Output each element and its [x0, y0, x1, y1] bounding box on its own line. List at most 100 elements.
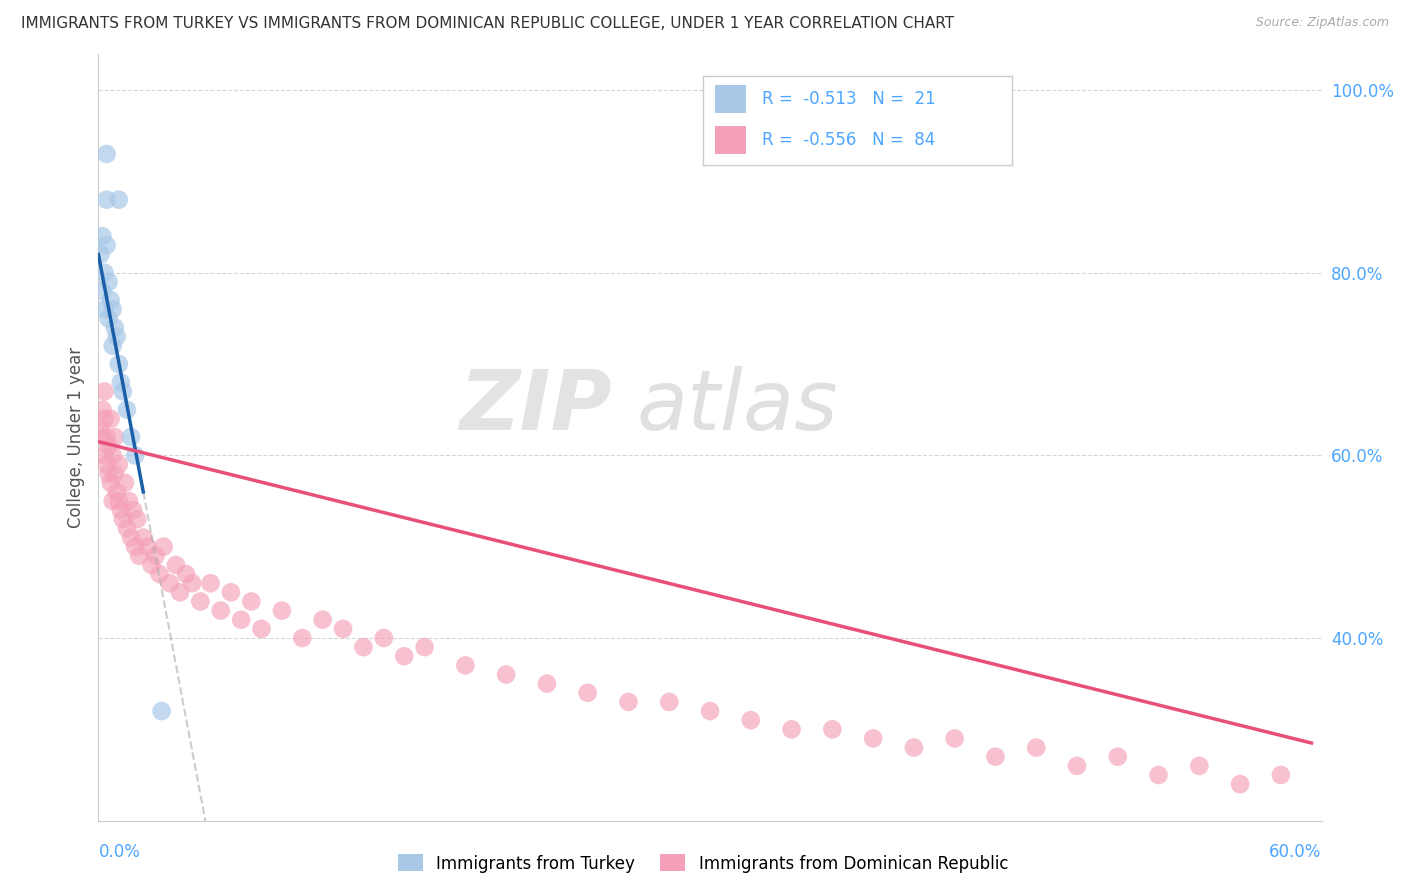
- Y-axis label: College, Under 1 year: College, Under 1 year: [66, 346, 84, 528]
- Point: [100, 293, 122, 307]
- Point: [108, 357, 131, 371]
- Point: [617, 695, 640, 709]
- Point: [105, 484, 128, 499]
- Point: [536, 676, 558, 690]
- Point: [91, 284, 114, 298]
- Point: [110, 503, 132, 517]
- Point: [740, 713, 762, 727]
- Point: [413, 640, 436, 654]
- Point: [104, 430, 127, 444]
- Point: [114, 475, 136, 490]
- Point: [658, 695, 681, 709]
- Point: [96, 193, 118, 207]
- Point: [93, 302, 115, 317]
- Text: Source: ZipAtlas.com: Source: ZipAtlas.com: [1256, 16, 1389, 29]
- Point: [108, 193, 131, 207]
- Point: [96, 458, 118, 472]
- Point: [495, 667, 517, 681]
- Point: [209, 604, 232, 618]
- Point: [91, 430, 114, 444]
- Point: [89, 421, 111, 435]
- Point: [181, 576, 204, 591]
- Point: [120, 430, 142, 444]
- Text: atlas: atlas: [637, 366, 838, 447]
- Point: [1107, 749, 1129, 764]
- Point: [454, 658, 477, 673]
- Point: [270, 604, 294, 618]
- Point: [821, 723, 844, 737]
- Point: [150, 704, 173, 718]
- Point: [149, 567, 172, 582]
- Point: [291, 631, 314, 645]
- Point: [1188, 759, 1211, 773]
- Point: [97, 467, 120, 481]
- Point: [145, 549, 167, 563]
- Point: [312, 613, 335, 627]
- Point: [93, 412, 115, 426]
- Point: [699, 704, 721, 718]
- Point: [97, 439, 120, 453]
- Point: [115, 402, 138, 417]
- Point: [174, 567, 197, 582]
- Point: [780, 723, 803, 737]
- Point: [110, 376, 132, 390]
- Legend: Immigrants from Turkey, Immigrants from Dominican Republic: Immigrants from Turkey, Immigrants from …: [391, 847, 1015, 880]
- Point: [96, 430, 118, 444]
- Point: [111, 512, 134, 526]
- Point: [111, 384, 134, 399]
- Point: [101, 302, 124, 317]
- Point: [105, 329, 128, 343]
- Point: [903, 740, 925, 755]
- Point: [1066, 759, 1088, 773]
- Bar: [716, 126, 747, 154]
- Point: [108, 458, 131, 472]
- Point: [132, 531, 155, 545]
- Point: [165, 558, 187, 572]
- Point: [188, 594, 212, 608]
- Point: [93, 266, 115, 280]
- Point: [96, 147, 118, 161]
- Point: [124, 448, 146, 462]
- Point: [101, 494, 124, 508]
- Point: [250, 622, 273, 636]
- Point: [373, 631, 395, 645]
- Point: [115, 521, 138, 535]
- Point: [392, 649, 416, 664]
- Point: [231, 613, 253, 627]
- Point: [136, 540, 159, 554]
- Point: [100, 412, 122, 426]
- Point: [91, 402, 114, 417]
- Point: [101, 339, 124, 353]
- Point: [332, 622, 354, 636]
- Point: [118, 494, 141, 508]
- Point: [93, 384, 115, 399]
- Point: [127, 512, 149, 526]
- Point: [93, 448, 115, 462]
- Point: [1025, 740, 1047, 755]
- Point: [159, 576, 181, 591]
- Point: [200, 576, 222, 591]
- Text: 60.0%: 60.0%: [1270, 844, 1322, 862]
- Point: [943, 731, 966, 746]
- Point: [1229, 777, 1251, 791]
- Bar: [716, 85, 747, 113]
- Point: [89, 247, 111, 261]
- Point: [128, 549, 150, 563]
- Text: R =  -0.556   N =  84: R = -0.556 N = 84: [762, 131, 935, 149]
- Point: [141, 558, 163, 572]
- Point: [91, 229, 114, 244]
- Point: [122, 503, 145, 517]
- Text: R =  -0.513   N =  21: R = -0.513 N = 21: [762, 90, 935, 108]
- Point: [219, 585, 242, 599]
- Point: [96, 238, 118, 252]
- Point: [104, 467, 127, 481]
- Point: [352, 640, 374, 654]
- Point: [152, 540, 174, 554]
- Text: 0.0%: 0.0%: [98, 844, 141, 862]
- Point: [169, 585, 191, 599]
- Point: [97, 311, 120, 326]
- Point: [984, 749, 1007, 764]
- Point: [124, 540, 146, 554]
- Point: [240, 594, 263, 608]
- Text: ZIP: ZIP: [460, 366, 612, 447]
